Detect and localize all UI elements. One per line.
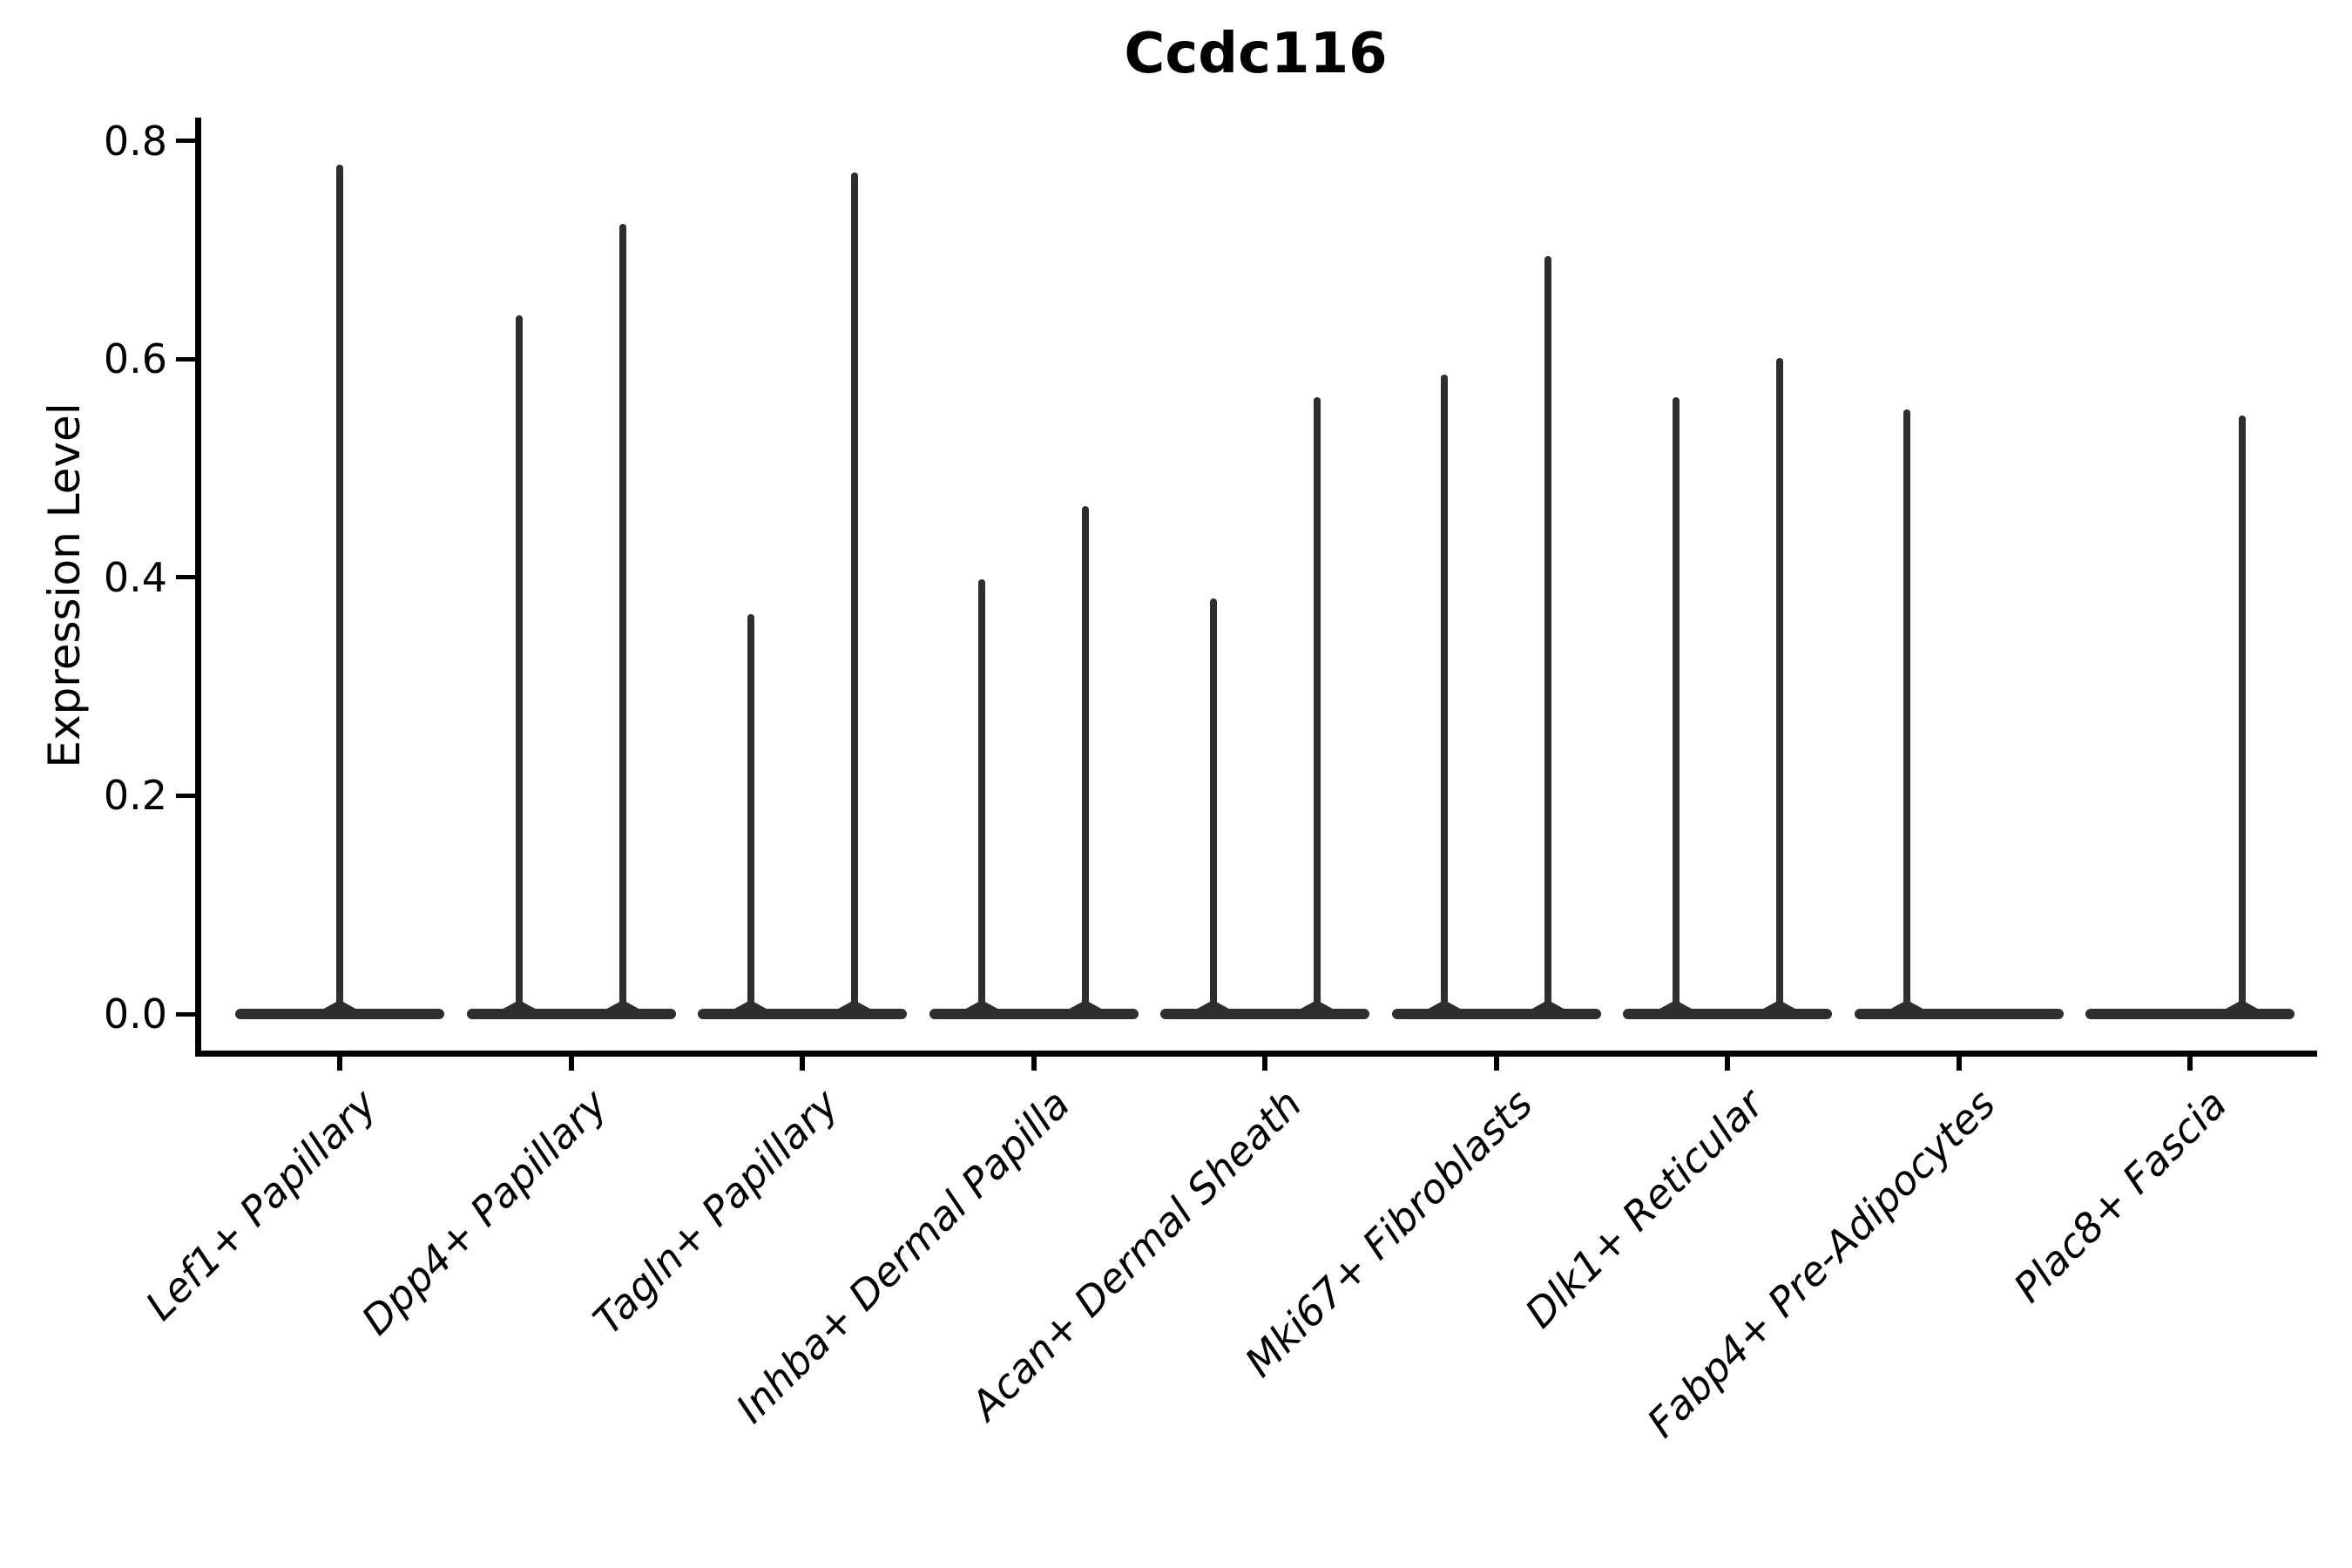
violin-needle (978, 579, 985, 1016)
violin-needle (1775, 357, 1783, 1016)
y-tick-label: 0.4 (103, 553, 167, 601)
violin-needle (516, 315, 523, 1016)
x-tick-mark (1262, 1053, 1267, 1071)
x-tick-mark (800, 1053, 805, 1071)
x-axis-spine (194, 1050, 2317, 1057)
violin-base (1854, 1009, 2064, 1019)
violin-needle (1903, 409, 1910, 1016)
violin-needle (2238, 416, 2246, 1016)
x-tick-mark (1725, 1053, 1730, 1071)
y-tick-mark (176, 575, 198, 580)
x-tick-label: Plac8+ Fascia (2004, 1080, 2236, 1312)
violin-base (1623, 1009, 1832, 1019)
x-tick-mark (1493, 1053, 1499, 1071)
x-tick-mark (2187, 1053, 2193, 1071)
violin-needle (1209, 598, 1217, 1016)
y-tick-mark (176, 139, 198, 144)
violin-base (929, 1009, 1139, 1019)
x-tick-label: Tagln+ Papillary (584, 1080, 848, 1344)
x-tick-mark (1956, 1053, 1962, 1071)
violin-base (698, 1009, 907, 1019)
plot-title: Ccdc116 (1124, 22, 1388, 86)
y-tick-label: 0.2 (103, 772, 167, 820)
y-axis-spine (194, 118, 201, 1057)
x-tick-mark (337, 1053, 342, 1071)
y-tick-label: 0.6 (103, 335, 167, 383)
x-tick-label: Dpp4+ Papillary (353, 1080, 617, 1344)
violin-needle (1082, 506, 1089, 1016)
violin-base (1391, 1009, 1601, 1019)
violin-needle (747, 614, 754, 1016)
violin-base (2085, 1009, 2295, 1019)
violin-needle (336, 165, 343, 1016)
violin-base (1160, 1009, 1369, 1019)
violin-needle (1544, 256, 1551, 1016)
x-tick-mark (1031, 1053, 1037, 1071)
x-tick-label: Lef1+ Papillary (136, 1080, 386, 1329)
violin-needle (1441, 374, 1448, 1016)
violin-needle (1672, 397, 1680, 1016)
violin-needle (619, 223, 626, 1016)
y-tick-mark (176, 793, 198, 798)
y-tick-label: 0.8 (103, 117, 167, 165)
violin-needle (1313, 397, 1321, 1016)
violin-needle (850, 172, 858, 1016)
violin-base (466, 1009, 676, 1019)
y-tick-mark (176, 356, 198, 362)
y-tick-label: 0.0 (103, 990, 167, 1037)
x-tick-label: Dlk1+ Reticular (1516, 1080, 1774, 1337)
x-tick-mark (568, 1053, 574, 1071)
y-tick-mark (176, 1011, 198, 1017)
